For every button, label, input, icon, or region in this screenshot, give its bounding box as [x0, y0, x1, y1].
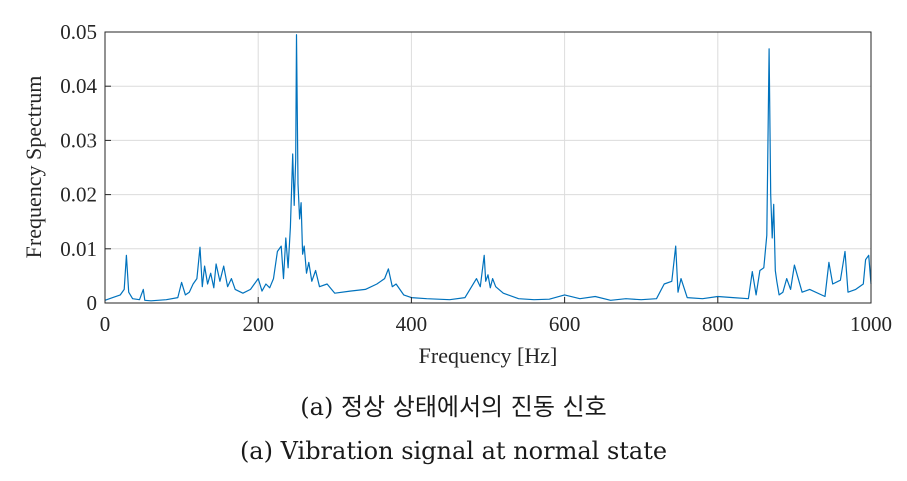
x-axis-ticks: 0 200 400 600 800 1000: [100, 297, 892, 336]
x-tick-label: 800: [702, 312, 734, 336]
y-axis-title: Frequency Spectrum: [21, 76, 46, 259]
y-tick-label: 0.04: [60, 74, 97, 98]
y-tick-label: 0.03: [60, 128, 97, 152]
y-tick-label: 0: [87, 291, 98, 315]
plot-frame: [104, 31, 872, 304]
x-tick-label: 200: [242, 312, 274, 336]
plot-area: [105, 32, 871, 303]
y-tick-label: 0.02: [60, 183, 97, 207]
x-axis-title: Frequency [Hz]: [419, 343, 558, 368]
x-tick-label: 600: [549, 312, 581, 336]
figure-caption-english: (a) Vibration signal at normal state: [239, 437, 668, 465]
y-axis-ticks: 0 0.01 0.02 0.03 0.04 0.05: [60, 20, 111, 315]
spectrum-chart: 0 200 400 600 800 1000 00.010.020.030.040.05 …: [21, 20, 892, 368]
spectrum-series-line: [104, 34, 872, 302]
x-tick-label: 0: [100, 312, 111, 336]
x-tick-label: 1000: [850, 312, 892, 336]
x-tick-label: 400: [396, 312, 428, 336]
y-tick-label: 0.01: [60, 237, 97, 261]
y-tick-label: 0.05: [60, 20, 97, 44]
figure-caption-korean: (a) 정상 상태에서의 진동 신호: [300, 393, 607, 421]
